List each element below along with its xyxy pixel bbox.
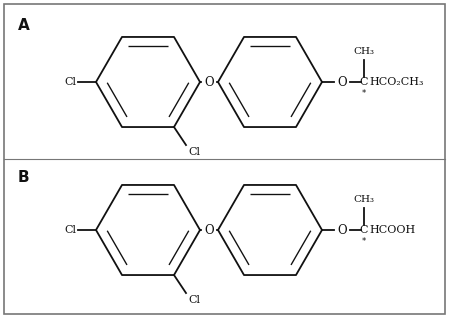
Text: *: * bbox=[362, 89, 366, 98]
Text: O: O bbox=[204, 75, 214, 88]
Text: *: * bbox=[362, 237, 366, 246]
Text: Cl: Cl bbox=[64, 77, 76, 87]
Text: B: B bbox=[18, 170, 30, 185]
Text: A: A bbox=[18, 18, 30, 33]
Text: C: C bbox=[360, 77, 368, 87]
Text: O: O bbox=[337, 224, 347, 237]
Text: Cl: Cl bbox=[188, 147, 200, 157]
Text: C: C bbox=[360, 225, 368, 235]
Text: O: O bbox=[204, 224, 214, 237]
Text: HCOOH: HCOOH bbox=[369, 225, 415, 235]
Text: CH₃: CH₃ bbox=[353, 47, 374, 56]
Text: O: O bbox=[337, 75, 347, 88]
Text: Cl: Cl bbox=[64, 225, 76, 235]
Text: HCO₂CH₃: HCO₂CH₃ bbox=[369, 77, 423, 87]
Text: CH₃: CH₃ bbox=[353, 195, 374, 204]
Text: Cl: Cl bbox=[188, 295, 200, 305]
